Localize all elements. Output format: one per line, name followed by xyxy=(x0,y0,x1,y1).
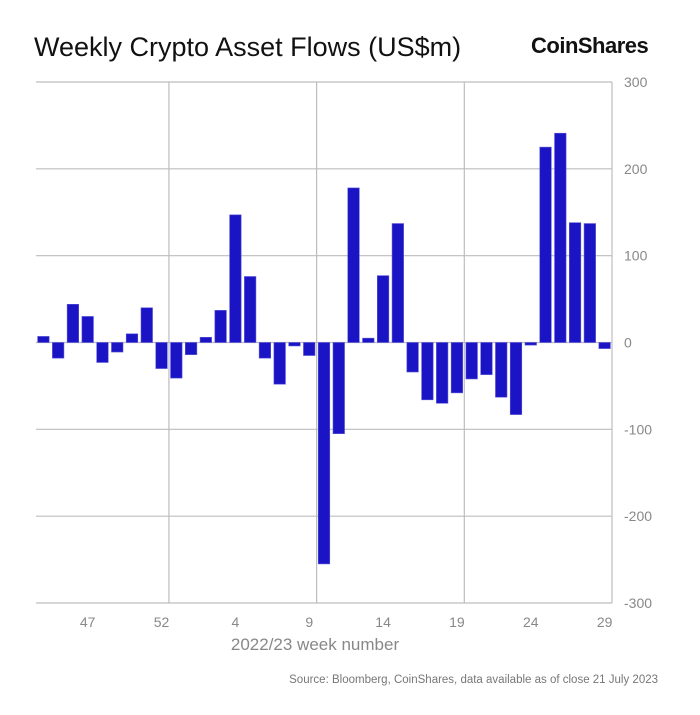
bar-week-27 xyxy=(569,222,582,343)
x-tick-label: 52 xyxy=(154,614,170,630)
bar-week-53 xyxy=(170,342,183,379)
bar-week-4 xyxy=(229,214,242,343)
bar-week-11 xyxy=(332,342,345,434)
bar-week-6 xyxy=(258,342,271,359)
bar-week-21 xyxy=(480,342,493,375)
bar-week-20 xyxy=(465,342,478,380)
bar-week-10 xyxy=(317,342,331,565)
bar-week-46 xyxy=(66,303,79,343)
bar-week-26 xyxy=(554,132,567,343)
y-tick-label: 100 xyxy=(624,248,648,264)
bar-week-8 xyxy=(288,342,301,347)
bar-week-18 xyxy=(436,342,449,404)
bar-week-15 xyxy=(391,223,404,343)
y-tick-label: 300 xyxy=(624,74,648,90)
x-tick-label: 19 xyxy=(449,614,465,630)
bar-week-17 xyxy=(421,342,434,401)
bar-week-3 xyxy=(214,310,227,343)
x-tick-label: 24 xyxy=(523,614,539,630)
x-axis-label: 2022/23 week number xyxy=(230,635,400,654)
y-tick-label: -300 xyxy=(624,595,652,611)
bar-week-49 xyxy=(111,342,124,353)
bar-week-1 xyxy=(185,342,198,355)
bar-week-16 xyxy=(406,342,419,373)
bar-week-13 xyxy=(362,337,375,343)
bar-week-2 xyxy=(199,336,212,343)
bar-week-51 xyxy=(140,307,153,343)
bar-week-48 xyxy=(96,342,109,363)
x-tick-label: 29 xyxy=(597,614,613,630)
chart-title: Weekly Crypto Asset Flows (US$m) xyxy=(34,32,462,62)
bar-week-9 xyxy=(303,342,316,356)
bar-week-23 xyxy=(509,342,523,415)
bar-week-28 xyxy=(583,223,596,343)
x-tick-label: 47 xyxy=(80,614,96,630)
coinshares-logo: CoinShares xyxy=(531,33,649,58)
x-tick-label: 14 xyxy=(375,614,391,630)
bar-week-50 xyxy=(125,333,139,343)
x-tick-label: 4 xyxy=(231,614,239,630)
y-tick-label: -100 xyxy=(624,421,652,437)
bar-week-44 xyxy=(37,336,50,343)
bar-week-45 xyxy=(52,342,65,359)
source-note: Source: Bloomberg, CoinShares, data avai… xyxy=(289,674,658,686)
bar-week-12 xyxy=(347,187,360,343)
bar-week-25 xyxy=(539,146,552,343)
y-tick-label: 200 xyxy=(624,161,648,177)
bar-week-52 xyxy=(155,342,168,369)
bar-week-19 xyxy=(450,342,463,394)
bar-week-47 xyxy=(81,316,94,343)
y-tick-label: -200 xyxy=(624,508,652,524)
x-tick-label: 9 xyxy=(305,614,313,630)
y-tick-label: 0 xyxy=(624,335,632,351)
bar-week-29 xyxy=(598,342,611,349)
bar-week-5 xyxy=(244,276,257,343)
bar-week-22 xyxy=(495,342,508,398)
bar-week-24 xyxy=(524,342,537,346)
bar-week-14 xyxy=(377,275,390,343)
bar-week-7 xyxy=(273,342,286,385)
